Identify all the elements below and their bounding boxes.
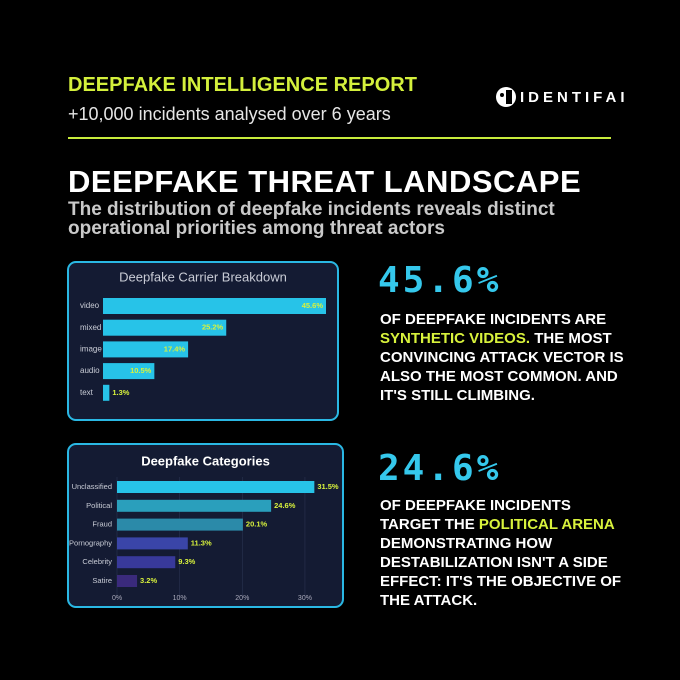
y-tick-label: video bbox=[80, 301, 100, 310]
highlight: POLITICAL ARENA bbox=[478, 516, 615, 533]
y-tick-label: mixed bbox=[80, 323, 101, 332]
data-label: 9.3% bbox=[178, 557, 195, 566]
text: OF DEEPFAKE INCIDENTS ARE bbox=[380, 311, 607, 328]
bar bbox=[103, 298, 326, 314]
bar bbox=[117, 537, 188, 550]
bar bbox=[117, 481, 315, 493]
bar bbox=[103, 319, 227, 336]
data-label: 20.1% bbox=[246, 520, 268, 529]
y-tick-label: Unclassified bbox=[72, 482, 112, 491]
x-tick-label: 0% bbox=[112, 595, 122, 602]
y-tick-label: Satire bbox=[92, 576, 112, 585]
y-tick-label: Political bbox=[86, 501, 112, 510]
y-tick-label: Pornography bbox=[69, 538, 112, 547]
data-label: 31.5% bbox=[317, 482, 339, 491]
report-title: DEEPFAKE INTELLIGENCE REPORT bbox=[68, 74, 417, 96]
divider bbox=[68, 137, 611, 139]
data-label: 3.2% bbox=[140, 576, 157, 585]
bar bbox=[117, 499, 272, 512]
data-label: 1.3% bbox=[112, 388, 129, 397]
y-tick-label: text bbox=[80, 388, 94, 397]
data-label: 25.2% bbox=[202, 323, 224, 332]
stat-figure: 24.6% bbox=[378, 448, 502, 489]
data-label: 24.6% bbox=[274, 501, 296, 510]
data-label: 45.6% bbox=[302, 301, 324, 310]
subheading: The distribution of deepfake incidents r… bbox=[68, 199, 555, 239]
data-label: 17.4% bbox=[164, 344, 186, 353]
stat-figure: 45.6% bbox=[378, 260, 502, 301]
bar bbox=[117, 575, 138, 587]
bar bbox=[117, 556, 176, 569]
text: THE MOST CONVINCING ATTACK VECTOR IS ALS… bbox=[380, 330, 624, 404]
highlight: SYNTHETIC VIDEOS. bbox=[380, 330, 531, 347]
logo: IDENTIFAI bbox=[520, 89, 629, 106]
logo-icon bbox=[496, 87, 516, 107]
stat-text: OF DEEPFAKE INCIDENTS ARE SYNTHETIC VIDE… bbox=[380, 310, 635, 405]
heading: DEEPFAKE THREAT LANDSCAPE bbox=[68, 164, 582, 199]
bar bbox=[103, 363, 155, 380]
stat-text: OF DEEPFAKE INCIDENTS TARGET THE POLITIC… bbox=[380, 496, 635, 610]
chart-title: Deepfake Categories bbox=[141, 453, 270, 468]
data-label: 11.3% bbox=[191, 538, 212, 547]
report-subtitle: +10,000 incidents analysed over 6 years bbox=[68, 104, 391, 124]
bar bbox=[103, 341, 189, 358]
bar bbox=[103, 384, 110, 401]
y-tick-label: audio bbox=[80, 366, 100, 375]
y-tick-label: Fraud bbox=[92, 520, 112, 529]
text: OF DEEPFAKE INCIDENTS TARGET THE bbox=[380, 497, 571, 533]
y-tick-label: image bbox=[80, 345, 102, 354]
data-label: 10.5% bbox=[130, 366, 152, 375]
x-tick-label: 30% bbox=[298, 595, 312, 602]
y-tick-label: Celebrity bbox=[82, 557, 112, 566]
chart-title: Deepfake Carrier Breakdown bbox=[119, 269, 287, 284]
x-tick-label: 10% bbox=[173, 595, 187, 602]
text: DEMONSTRATING HOW DESTABILIZATION ISN'T … bbox=[380, 535, 622, 609]
x-tick-label: 20% bbox=[235, 595, 249, 602]
bar bbox=[117, 518, 243, 531]
